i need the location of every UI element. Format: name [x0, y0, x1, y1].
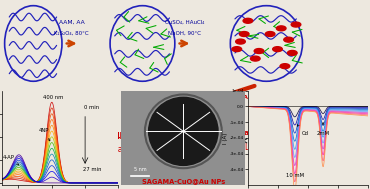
- Ellipse shape: [149, 97, 218, 165]
- Text: 2mM: 2mM: [316, 122, 330, 136]
- Text: 0 min: 0 min: [84, 105, 99, 110]
- Text: SAG: SAG: [24, 91, 42, 100]
- Text: Cd: Cd: [297, 125, 309, 136]
- Text: CuSO₄, HAuCl₄: CuSO₄, HAuCl₄: [165, 20, 204, 25]
- Circle shape: [284, 37, 293, 42]
- Circle shape: [287, 50, 297, 55]
- Text: K₂S₂O₄, 80°C: K₂S₂O₄, 80°C: [54, 31, 89, 36]
- Text: SAGAMA-CuO@Au NPs: SAGAMA-CuO@Au NPs: [230, 94, 303, 99]
- Text: SAGAMA-CuO@Au NPs: SAGAMA-CuO@Au NPs: [142, 178, 225, 184]
- Circle shape: [232, 47, 242, 52]
- Text: AAM, AA: AAM, AA: [59, 20, 85, 25]
- Text: LSV: LSV: [245, 143, 259, 152]
- Text: 4NP: 4NP: [38, 128, 50, 141]
- Y-axis label: I (A): I (A): [223, 132, 228, 144]
- Circle shape: [276, 26, 286, 31]
- Circle shape: [239, 32, 249, 36]
- Text: 4-AP: 4-AP: [3, 155, 18, 165]
- Circle shape: [250, 56, 260, 61]
- Text: NaOH, 90°C: NaOH, 90°C: [168, 31, 201, 36]
- Text: Hg²⁺ and Cd²⁺: Hg²⁺ and Cd²⁺: [224, 129, 279, 136]
- Circle shape: [280, 64, 290, 69]
- Circle shape: [243, 18, 253, 23]
- Text: NaBH₄: NaBH₄: [112, 145, 136, 154]
- Circle shape: [265, 32, 275, 36]
- Circle shape: [254, 49, 264, 53]
- Text: SAGAMA: SAGAMA: [124, 93, 161, 102]
- Text: 400 nm: 400 nm: [43, 95, 64, 100]
- Circle shape: [291, 22, 301, 27]
- Circle shape: [273, 47, 282, 52]
- Circle shape: [236, 39, 245, 44]
- Text: 4NP: 4NP: [114, 132, 134, 141]
- Text: 10 mM: 10 mM: [286, 173, 304, 178]
- Text: 27 min: 27 min: [83, 167, 101, 172]
- Text: 5 nm: 5 nm: [134, 167, 146, 172]
